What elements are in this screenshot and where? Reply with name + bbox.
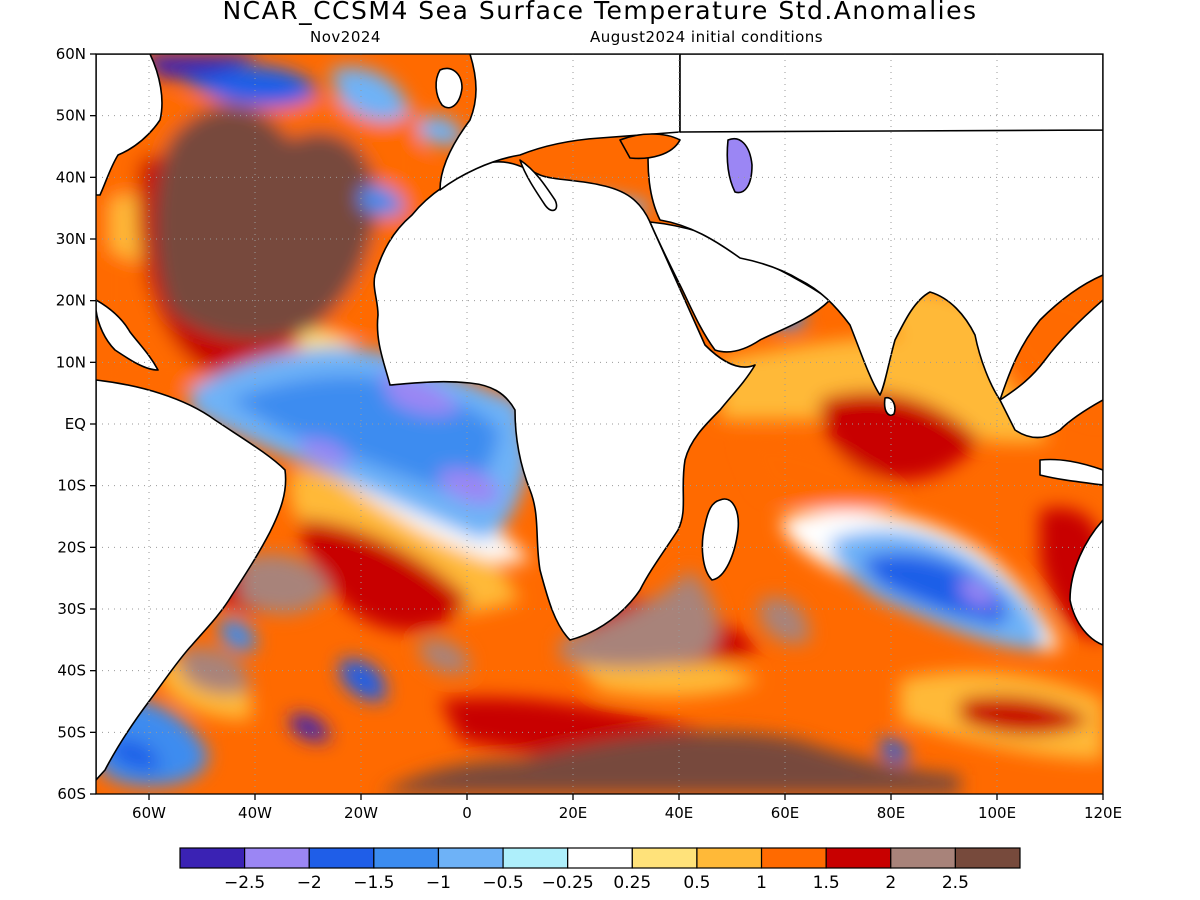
colorbar-swatch bbox=[179, 847, 246, 869]
lon-tick-label: 120E bbox=[1084, 804, 1122, 822]
lon-tick-label: 20E bbox=[559, 804, 588, 822]
lat-tick-label: 40S bbox=[57, 662, 86, 680]
colorbar-swatch bbox=[567, 847, 633, 869]
lat-tick-label: 20N bbox=[56, 292, 86, 310]
initial-conditions: August2024 initial conditions bbox=[590, 28, 824, 46]
lon-tick-label: 80E bbox=[877, 804, 906, 822]
colorbar-swatch bbox=[308, 847, 375, 869]
colorbar-swatch bbox=[760, 847, 827, 869]
lat-tick-label: 10S bbox=[57, 477, 86, 495]
lat-tick-label: 60N bbox=[56, 45, 86, 63]
lat-tick-label: 50N bbox=[56, 107, 86, 125]
lon-tick-label: 0 bbox=[462, 804, 472, 822]
colorbar-label: −1 bbox=[426, 873, 451, 893]
lon-tick-label: 100E bbox=[978, 804, 1016, 822]
longitude-axis: 60W 40W 20W 0 20E 40E 60E 80E 100E 120E bbox=[132, 794, 1122, 822]
colorbar-label: −0.5 bbox=[482, 873, 523, 893]
colorbar-swatch bbox=[631, 847, 698, 869]
lon-tick-label: 20W bbox=[344, 804, 378, 822]
colorbar-swatch bbox=[373, 847, 440, 869]
colorbar-label: −0.25 bbox=[542, 873, 594, 893]
colorbar-swatch bbox=[437, 847, 504, 869]
lat-tick-label: 30S bbox=[57, 600, 86, 618]
land-masses bbox=[96, 54, 1103, 781]
colorbar-label: −2 bbox=[297, 873, 322, 893]
lon-tick-label: 40W bbox=[238, 804, 272, 822]
lat-tick-label: 60S bbox=[57, 785, 86, 803]
colorbar-label: −2.5 bbox=[224, 873, 265, 893]
latitude-axis: 60N 50N 40N 30N 20N 10N EQ 10S 20S 30S 40S 50S 60S bbox=[56, 45, 96, 803]
colorbar-label: 2.5 bbox=[942, 873, 969, 893]
lat-tick-label: EQ bbox=[65, 415, 86, 433]
lat-tick-label: 20S bbox=[57, 538, 86, 556]
colorbar-label: 2 bbox=[885, 873, 896, 893]
colorbar-label: 1.5 bbox=[813, 873, 840, 893]
colorbar-swatch bbox=[244, 847, 310, 869]
lat-tick-label: 30N bbox=[56, 230, 86, 248]
colorbar: −2.5 −2 −1.5 −1 −0.5 −0.25 0.25 0.5 1 1.5 2 2.5 bbox=[179, 847, 1021, 893]
lon-tick-label: 60E bbox=[771, 804, 800, 822]
colorbar-label: 1 bbox=[756, 873, 767, 893]
map-title: NCAR_CCSM4 Sea Surface Temperature Std.A… bbox=[222, 0, 978, 25]
lat-tick-label: 50S bbox=[57, 723, 86, 741]
colorbar-label: 0.5 bbox=[683, 873, 710, 893]
lon-tick-label: 40E bbox=[665, 804, 694, 822]
colorbar-swatch bbox=[502, 847, 569, 869]
colorbar-swatch bbox=[954, 847, 1021, 869]
lat-tick-label: 40N bbox=[56, 168, 86, 186]
colorbar-swatch bbox=[696, 847, 763, 869]
colorbar-label: 0.25 bbox=[613, 873, 651, 893]
colorbar-label: −1.5 bbox=[353, 873, 394, 893]
lat-tick-label: 10N bbox=[56, 353, 86, 371]
colorbar-swatch bbox=[890, 847, 956, 869]
colorbar-swatch bbox=[825, 847, 892, 869]
forecast-month: Nov2024 bbox=[310, 28, 381, 46]
lon-tick-label: 60W bbox=[132, 804, 166, 822]
